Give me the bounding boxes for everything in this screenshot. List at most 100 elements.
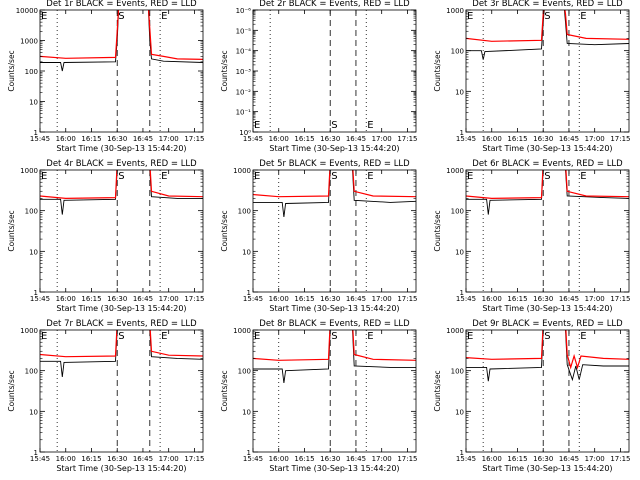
x-tick-label: 16:15: [294, 135, 314, 143]
marker-label-e: E: [467, 331, 473, 342]
x-tick-label: 16:30: [533, 455, 553, 463]
series-line-events: [40, 330, 203, 378]
x-axis-label: Start Time (30-Sep-13 15:44:20): [56, 144, 186, 153]
y-axis-label: Counts/sec: [433, 50, 442, 91]
marker-label-s: S: [118, 331, 124, 342]
y-tick-label: 1: [460, 289, 464, 297]
chart-panel-1: Det 1r BLACK = Events, RED = LLD S E E 1 10 10…: [7, 0, 205, 153]
x-tick-label: 17:00: [372, 135, 392, 143]
marker-label-e: E: [41, 171, 47, 182]
x-tick-label: 16:45: [346, 295, 366, 303]
series-line-lld: [40, 10, 203, 60]
marker-label-e: E: [580, 331, 586, 342]
chart-title: Det 1r BLACK = Events, RED = LLD: [46, 0, 197, 9]
x-tick-label: 17:15: [610, 455, 630, 463]
x-tick-label: 16:00: [269, 455, 289, 463]
x-tick-label: 16:15: [81, 295, 101, 303]
y-tick-label: 1: [247, 449, 251, 457]
series-line-events: [253, 170, 416, 218]
x-tick-label: 16:30: [107, 135, 127, 143]
series-group: [466, 330, 629, 382]
plot-frame: [252, 169, 417, 293]
marker-label-e: E: [41, 11, 47, 22]
x-tick-label: 17:00: [585, 455, 605, 463]
y-tick-label: 10⁻³: [236, 68, 252, 76]
x-tick-label: 17:00: [372, 295, 392, 303]
x-tick-label: 16:00: [482, 455, 502, 463]
y-axis-label: Counts/sec: [220, 50, 229, 91]
x-tick-label: 16:45: [346, 135, 366, 143]
series-line-lld: [253, 170, 416, 198]
y-tick-label: 100: [25, 68, 38, 76]
x-tick-label: 15:45: [30, 135, 50, 143]
x-tick-label: 17:00: [159, 295, 179, 303]
marker-label-s: S: [118, 11, 124, 22]
y-tick-label: 10⁻⁵: [236, 27, 252, 35]
y-axis-label: Counts/sec: [220, 210, 229, 251]
x-tick-label: 17:00: [585, 135, 605, 143]
x-tick-label: 17:15: [610, 295, 630, 303]
x-tick-label: 17:15: [184, 295, 204, 303]
chart-panel-6: Det 6r BLACK = Events, RED = LLD S E E 1 10 10…: [433, 159, 631, 313]
x-tick-label: 16:15: [507, 455, 527, 463]
x-axis-label: Start Time (30-Sep-13 15:44:20): [269, 464, 399, 473]
series-line-events: [466, 330, 629, 382]
series-line-lld: [253, 330, 416, 361]
y-axis-label: Counts/sec: [7, 370, 16, 411]
x-tick-label: 17:00: [372, 455, 392, 463]
y-tick-label: 1: [247, 289, 251, 297]
y-tick-label: 10⁻²: [236, 88, 252, 96]
x-tick-label: 16:45: [559, 455, 579, 463]
plot-frame: [39, 329, 204, 453]
x-tick-label: 16:30: [533, 135, 553, 143]
x-tick-label: 15:45: [456, 295, 476, 303]
marker-label-s: S: [331, 120, 337, 131]
marker-label-e: E: [467, 11, 473, 22]
x-tick-label: 16:00: [56, 135, 76, 143]
series-line-events: [40, 170, 203, 215]
x-tick-label: 15:45: [30, 455, 50, 463]
marker-label-e: E: [580, 171, 586, 182]
x-tick-label: 17:15: [184, 455, 204, 463]
plot-frame: [465, 169, 630, 293]
series-group: [40, 10, 203, 72]
x-tick-label: 16:15: [294, 295, 314, 303]
y-tick-label: 1000: [446, 327, 464, 335]
x-tick-label: 17:15: [397, 455, 417, 463]
x-tick-label: 16:00: [482, 295, 502, 303]
marker-label-e: E: [161, 11, 167, 22]
marker-label-e: E: [467, 171, 473, 182]
marker-label-e: E: [580, 11, 586, 22]
chart-panel-4: Det 4r BLACK = Events, RED = LLD S E E 1 10 10…: [7, 159, 205, 313]
chart-panel-8: Det 8r BLACK = Events, RED = LLD S E E 1 10 10…: [220, 319, 418, 473]
x-tick-label: 16:15: [507, 135, 527, 143]
y-tick-label: 10: [242, 408, 251, 416]
y-tick-label: 100: [25, 208, 38, 216]
marker-label-e: E: [367, 120, 373, 131]
marker-label-e: E: [254, 331, 260, 342]
y-tick-label: 10⁰: [239, 129, 251, 137]
series-group: [40, 330, 203, 378]
y-tick-label: 10: [455, 408, 464, 416]
y-tick-label: 1: [34, 449, 38, 457]
y-tick-label: 10⁻¹: [236, 109, 252, 117]
x-tick-label: 15:45: [243, 135, 263, 143]
chart-title: Det 7r BLACK = Events, RED = LLD: [46, 319, 197, 329]
x-tick-label: 17:00: [159, 455, 179, 463]
plot-frame: [39, 9, 204, 133]
marker-label-e: E: [367, 171, 373, 182]
x-axis-label: Start Time (30-Sep-13 15:44:20): [269, 144, 399, 153]
chart-title: Det 3r BLACK = Events, RED = LLD: [472, 0, 623, 9]
plot-frame: [252, 9, 417, 133]
y-tick-label: 1000: [20, 167, 38, 175]
marker-label-s: S: [544, 171, 550, 182]
x-tick-label: 16:00: [269, 295, 289, 303]
marker-label-s: S: [331, 171, 337, 182]
y-tick-label: 1: [460, 449, 464, 457]
x-tick-label: 16:00: [56, 455, 76, 463]
y-tick-label: 10⁻⁶: [236, 7, 252, 15]
y-tick-label: 10: [242, 248, 251, 256]
marker-label-e: E: [254, 171, 260, 182]
